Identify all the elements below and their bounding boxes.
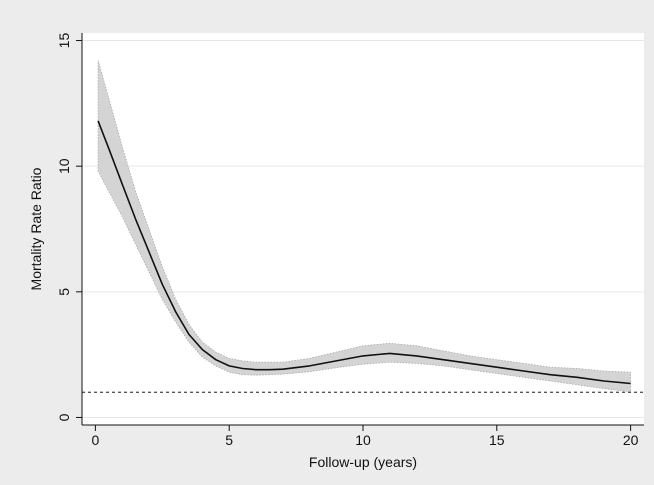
y-tick-label: 15 bbox=[56, 33, 72, 49]
confidence-band-group bbox=[97, 60, 631, 393]
y-tick-label: 10 bbox=[56, 158, 72, 174]
x-tick-label: 20 bbox=[623, 432, 639, 448]
x-tick-label: 5 bbox=[225, 432, 233, 448]
series-line-0 bbox=[97, 120, 631, 385]
grid-lines bbox=[82, 40, 644, 418]
confidence-band-0 bbox=[97, 60, 631, 393]
tick-group: 0 5 10 15 0 5 10 15 20 bbox=[56, 33, 639, 448]
y-tick-label: 5 bbox=[56, 288, 72, 296]
x-tick-label: 15 bbox=[489, 432, 505, 448]
y-axis-label: Mortality Rate Ratio bbox=[28, 167, 44, 290]
x-tick-label: 10 bbox=[355, 432, 371, 448]
plot-area bbox=[82, 33, 644, 425]
x-tick-label: 0 bbox=[91, 432, 99, 448]
series-line-group bbox=[97, 120, 631, 385]
x-axis-label: Follow-up (years) bbox=[309, 454, 417, 470]
y-tick-label: 0 bbox=[56, 413, 72, 421]
